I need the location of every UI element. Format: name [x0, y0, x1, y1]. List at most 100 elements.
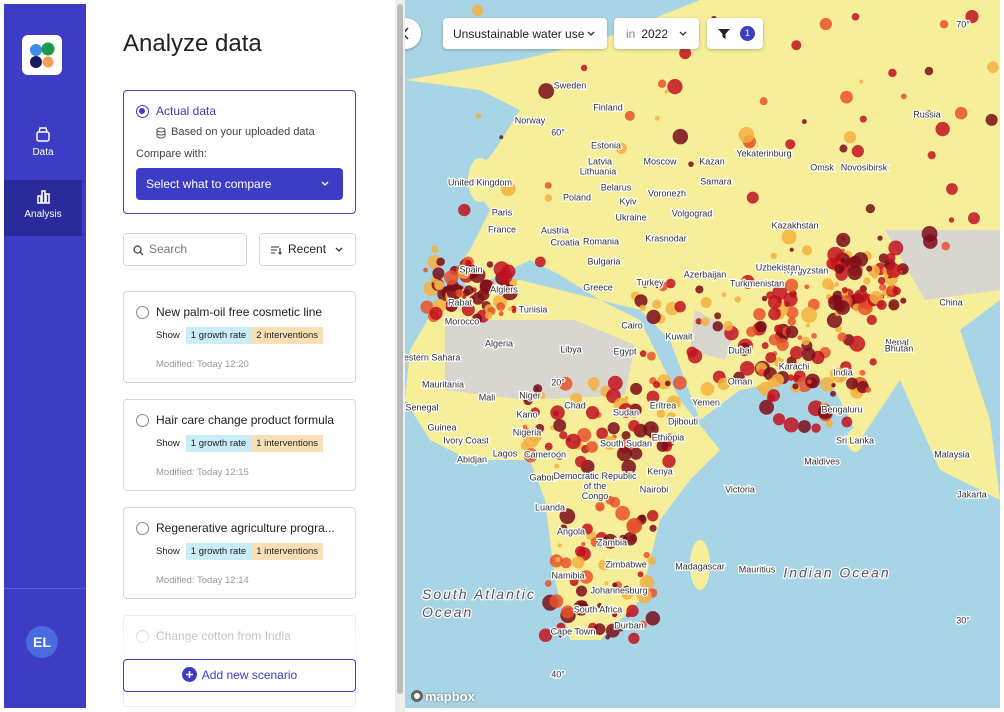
scenario-card[interactable]: New palm-oil free cosmetic line Show 1 gro… — [123, 291, 356, 383]
search-box[interactable]: Search — [123, 233, 247, 266]
nav-analysis[interactable]: Analysis — [4, 180, 82, 236]
map-label: Poland — [563, 192, 591, 202]
risk-blob — [538, 392, 546, 399]
risk-blob — [469, 267, 486, 283]
avatar[interactable]: EL — [26, 626, 58, 658]
map-label: Voronezh — [648, 188, 686, 198]
search-icon — [133, 245, 144, 256]
risk-blob — [544, 442, 553, 451]
risk-blob — [499, 135, 504, 140]
risk-blob — [626, 518, 642, 534]
map-label: Durban — [614, 620, 644, 630]
risk-blob — [654, 115, 660, 121]
risk-blob — [619, 627, 624, 632]
scrollbar[interactable] — [395, 0, 405, 712]
risk-blob — [479, 279, 493, 292]
risk-blob — [835, 300, 850, 315]
risk-blob — [612, 612, 618, 618]
risk-blob — [436, 257, 445, 267]
nav-data[interactable]: Data — [4, 126, 82, 158]
risk-blob — [759, 97, 768, 106]
risk-blob — [559, 524, 568, 532]
risk-blob — [879, 283, 887, 291]
map-label: Morocco — [445, 316, 480, 326]
risk-blob — [787, 374, 795, 381]
map-label: Bhutan — [885, 343, 914, 353]
filter-button[interactable]: 1 — [707, 18, 763, 49]
map-label: Latvia — [588, 156, 612, 166]
indicator-select[interactable]: Unsustainable water use — [443, 18, 607, 49]
sort-label: Recent — [288, 242, 327, 256]
actual-card[interactable]: Actual data Based on your uploaded data … — [123, 90, 356, 214]
risk-blob — [628, 632, 640, 645]
scenario-card[interactable]: Hair care change product formula Show 1 gr… — [123, 399, 356, 491]
risk-blob — [946, 183, 958, 195]
map-label: Kyrgyzstan — [784, 265, 829, 275]
map-label: Mali — [479, 392, 496, 402]
risk-blob — [967, 212, 980, 225]
risk-blob — [656, 439, 669, 452]
map-label: Kazakhstan — [771, 220, 818, 230]
data-icon — [36, 127, 50, 142]
scenario-card[interactable]: Regenerative agriculture progra... Show 1 … — [123, 507, 356, 599]
map-label: Kuwait — [665, 331, 693, 341]
sort-button[interactable]: Recent — [259, 233, 356, 266]
risk-blob — [774, 357, 785, 368]
risk-blob — [616, 446, 632, 462]
risk-blob — [819, 17, 833, 31]
year-prefix: in — [626, 26, 636, 41]
year-select[interactable]: in 2022 — [614, 18, 699, 49]
map-label: 40° — [551, 669, 565, 679]
risk-blob — [739, 361, 755, 376]
risk-blob — [827, 282, 835, 291]
map-label: Luanda — [535, 502, 565, 512]
risk-blob — [785, 139, 796, 150]
risk-blob — [787, 317, 797, 326]
map-label: 20° — [551, 377, 565, 387]
map-label: Uzbekistan — [756, 262, 801, 272]
divider — [4, 588, 86, 589]
show-label: Show — [156, 546, 180, 557]
risk-blob — [647, 351, 656, 361]
risk-blob — [784, 301, 791, 308]
risk-blob — [737, 342, 751, 356]
risk-blob — [525, 428, 530, 433]
risk-blob — [772, 413, 786, 426]
map[interactable]: Sweden Finland Norway Estonia Moscow Kazan Yek… — [405, 0, 1000, 708]
map-label: Nigeria — [513, 427, 542, 437]
risk-blob — [553, 419, 567, 432]
risk-blob — [757, 368, 766, 377]
radio-checked[interactable] — [136, 105, 149, 118]
map-label: Lithuania — [580, 166, 617, 176]
risk-blob — [785, 325, 799, 339]
risk-blob — [544, 182, 552, 189]
risk-blob — [877, 276, 886, 285]
no-data-areas — [445, 230, 1000, 400]
risk-blob — [781, 229, 797, 245]
risk-blob — [431, 245, 439, 254]
map-label: India — [833, 367, 853, 377]
risk-blob — [921, 225, 938, 242]
risk-blob — [621, 459, 637, 475]
analysis-icon — [37, 190, 50, 204]
radio[interactable] — [136, 306, 149, 319]
risk-blob — [766, 393, 776, 403]
radio[interactable] — [136, 522, 149, 535]
risk-blob — [885, 252, 896, 263]
map-label: Western Sahara — [405, 352, 460, 362]
map-label: Estonia — [591, 140, 621, 150]
risk-blob — [811, 332, 818, 339]
map-label: Algeria — [485, 338, 513, 348]
radio[interactable] — [136, 414, 149, 427]
risk-blob — [665, 278, 676, 289]
show-label: Show — [156, 438, 180, 449]
chevron — [321, 181, 329, 186]
collapse-button[interactable] — [405, 18, 421, 49]
map-label: Maldives — [804, 456, 840, 466]
compare-select[interactable]: Select what to compare — [136, 168, 343, 200]
logo[interactable] — [22, 35, 62, 75]
risk-blob — [836, 409, 843, 416]
add-scenario-button[interactable]: Add new scenario — [123, 659, 356, 692]
risk-blob — [565, 433, 581, 450]
risk-blob — [637, 588, 652, 604]
